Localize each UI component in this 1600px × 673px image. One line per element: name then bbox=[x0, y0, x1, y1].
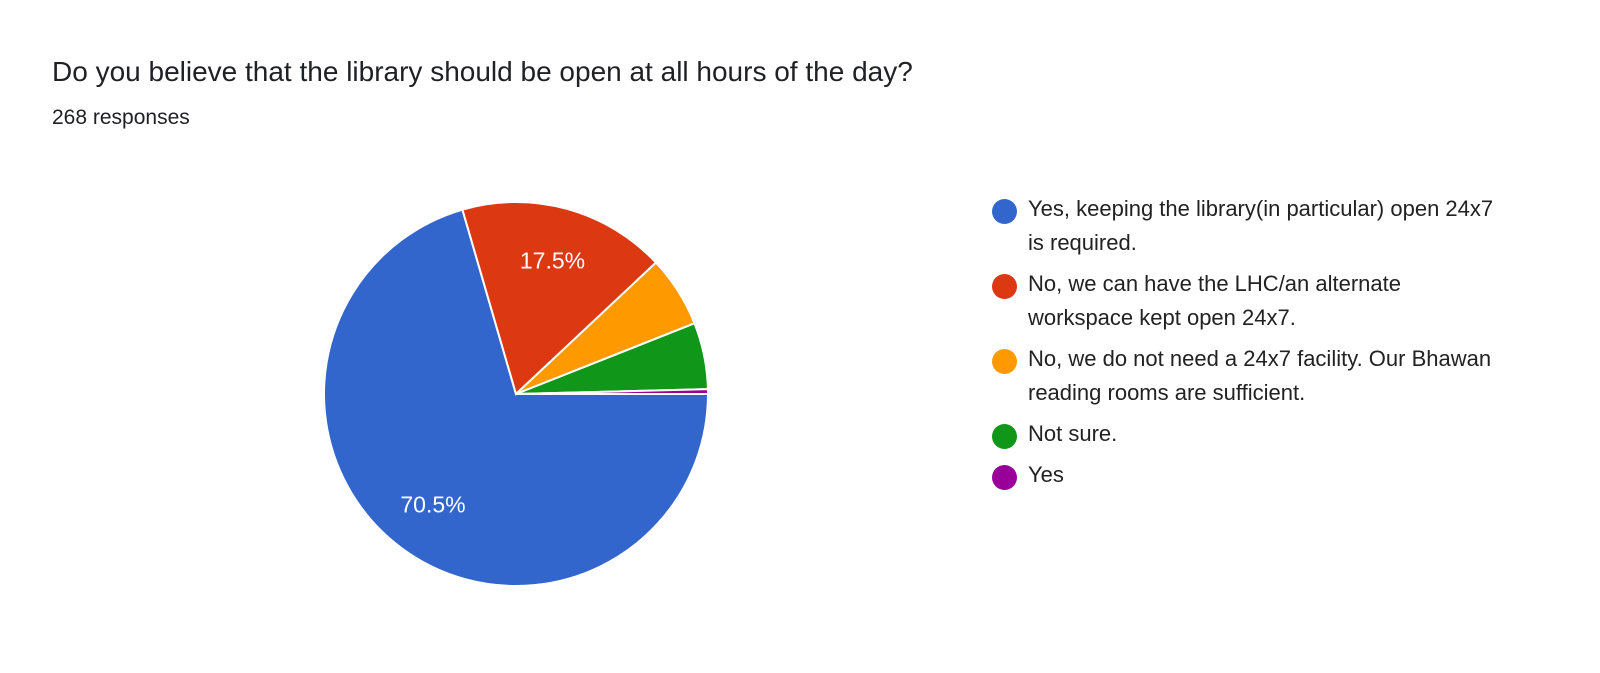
slice-label: 70.5% bbox=[400, 492, 465, 518]
legend-item[interactable]: No, we can have the LHC/an alternate wor… bbox=[992, 271, 1512, 335]
pie-slice[interactable] bbox=[461, 201, 658, 396]
legend-item[interactable]: No, we do not need a 24x7 facility. Our … bbox=[992, 346, 1512, 410]
legend-swatch bbox=[992, 274, 1017, 299]
legend-swatch bbox=[992, 199, 1017, 224]
slice-label: 17.5% bbox=[520, 248, 585, 274]
legend-label: Yes, keeping the library(in particular) … bbox=[1028, 196, 1494, 255]
chart-title: Do you believe that the library should b… bbox=[52, 56, 913, 87]
legend-label: Not sure. bbox=[1028, 421, 1118, 446]
legend-swatch bbox=[992, 465, 1017, 490]
legend-item[interactable]: Not sure. bbox=[992, 421, 1512, 451]
pie-slice[interactable] bbox=[323, 208, 710, 587]
legend-item[interactable]: Yes, keeping the library(in particular) … bbox=[992, 196, 1512, 260]
legend: Yes, keeping the library(in particular) … bbox=[992, 196, 1512, 503]
legend-label: No, we do not need a 24x7 facility. Our … bbox=[1028, 346, 1492, 405]
legend-label: Yes bbox=[1028, 462, 1064, 487]
legend-label: No, we can have the LHC/an alternate wor… bbox=[1028, 271, 1402, 330]
legend-item[interactable]: Yes bbox=[992, 462, 1512, 492]
legend-swatch bbox=[992, 424, 1017, 449]
legend-swatch bbox=[992, 349, 1017, 374]
pie-slice[interactable] bbox=[515, 388, 710, 395]
response-count: 268 responses bbox=[52, 106, 190, 129]
